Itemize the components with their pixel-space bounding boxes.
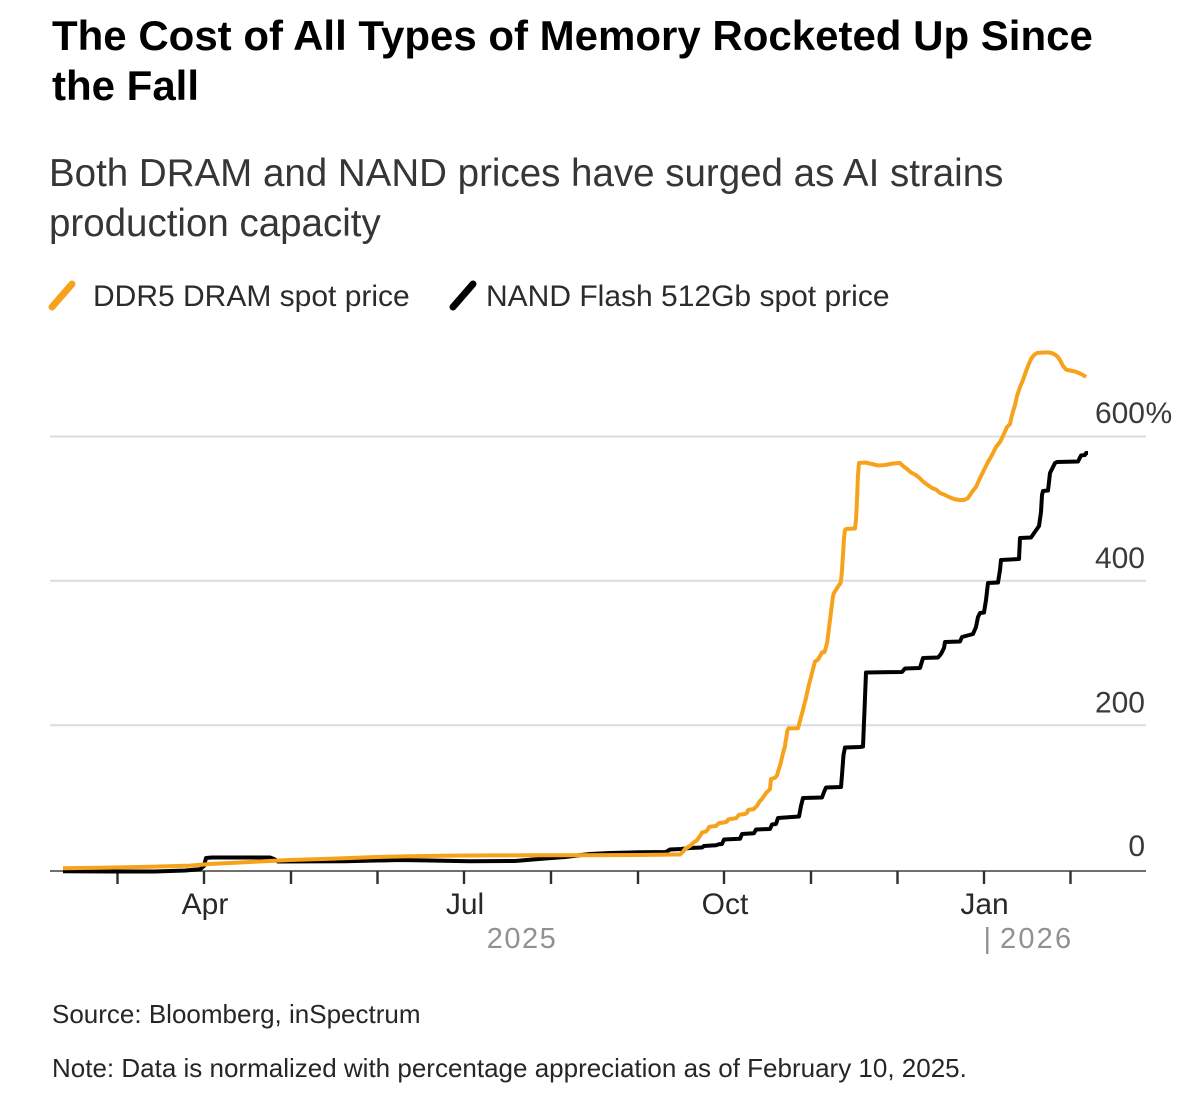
svg-text:Both DRAM and NAND prices have: Both DRAM and NAND prices have surged as… bbox=[49, 152, 1003, 195]
svg-text:400: 400 bbox=[1095, 542, 1145, 575]
svg-text:Oct: Oct bbox=[702, 888, 749, 921]
svg-text:NAND Flash 512Gb spot price: NAND Flash 512Gb spot price bbox=[486, 280, 890, 313]
svg-text:2025: 2025 bbox=[487, 923, 558, 955]
svg-text:DDR5 DRAM spot price: DDR5 DRAM spot price bbox=[93, 280, 410, 313]
svg-text:|: | bbox=[984, 923, 992, 955]
svg-text:600: 600 bbox=[1095, 397, 1145, 430]
svg-text:Note: Data is normalized with: Note: Data is normalized with percentage… bbox=[52, 1053, 967, 1083]
svg-text:Apr: Apr bbox=[182, 888, 229, 921]
svg-text:production capacity: production capacity bbox=[49, 202, 381, 245]
svg-text:Jul: Jul bbox=[446, 888, 484, 921]
svg-text:%: % bbox=[1146, 397, 1173, 430]
svg-text:Source: Bloomberg, inSpectrum: Source: Bloomberg, inSpectrum bbox=[52, 999, 421, 1029]
svg-text:0: 0 bbox=[1128, 830, 1145, 863]
svg-text:200: 200 bbox=[1095, 687, 1145, 720]
svg-text:the Fall: the Fall bbox=[52, 62, 199, 109]
svg-text:The Cost of All Types of Memor: The Cost of All Types of Memory Rocketed… bbox=[52, 12, 1093, 59]
svg-text:Jan: Jan bbox=[960, 888, 1008, 921]
svg-text:2026: 2026 bbox=[1000, 923, 1073, 955]
